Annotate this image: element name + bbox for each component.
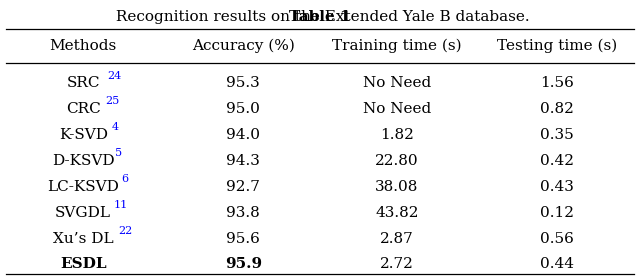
Text: 6: 6 bbox=[122, 174, 129, 184]
Text: Recognition results on the Extended Yale B database.: Recognition results on the Extended Yale… bbox=[111, 10, 529, 24]
Text: 2.72: 2.72 bbox=[380, 257, 413, 271]
Text: 25: 25 bbox=[106, 96, 120, 106]
Text: CRC: CRC bbox=[66, 102, 100, 116]
Text: 22: 22 bbox=[118, 226, 132, 236]
Text: SVGDL: SVGDL bbox=[55, 206, 111, 220]
Text: 95.3: 95.3 bbox=[227, 76, 260, 90]
Text: 0.44: 0.44 bbox=[540, 257, 574, 271]
Text: 0.43: 0.43 bbox=[540, 180, 573, 194]
Text: SRC: SRC bbox=[67, 76, 100, 90]
Text: Table 1: Table 1 bbox=[289, 10, 351, 24]
Text: D-KSVD: D-KSVD bbox=[52, 154, 115, 168]
Text: Testing time (s): Testing time (s) bbox=[497, 39, 617, 53]
Text: 92.7: 92.7 bbox=[227, 180, 260, 194]
Text: Xu’s DL: Xu’s DL bbox=[53, 232, 113, 245]
Text: 1.82: 1.82 bbox=[380, 128, 413, 142]
Text: Training time (s): Training time (s) bbox=[332, 39, 461, 53]
Text: 0.35: 0.35 bbox=[540, 128, 573, 142]
Text: 43.82: 43.82 bbox=[375, 206, 419, 220]
Text: 95.9: 95.9 bbox=[225, 257, 262, 271]
Text: 11: 11 bbox=[114, 200, 128, 210]
Text: 95.0: 95.0 bbox=[227, 102, 260, 116]
Text: 1.56: 1.56 bbox=[540, 76, 573, 90]
Text: ESDL: ESDL bbox=[60, 257, 106, 271]
Text: K-SVD: K-SVD bbox=[59, 128, 108, 142]
Text: No Need: No Need bbox=[363, 102, 431, 116]
Text: 5: 5 bbox=[115, 148, 122, 158]
Text: 38.08: 38.08 bbox=[375, 180, 419, 194]
Text: 93.8: 93.8 bbox=[227, 206, 260, 220]
Text: 4: 4 bbox=[111, 122, 118, 132]
Text: Methods: Methods bbox=[49, 39, 117, 53]
Text: 22.80: 22.80 bbox=[375, 154, 419, 168]
Text: 94.3: 94.3 bbox=[227, 154, 260, 168]
Text: LC-KSVD: LC-KSVD bbox=[47, 180, 119, 194]
Text: 0.12: 0.12 bbox=[540, 206, 574, 220]
Text: No Need: No Need bbox=[363, 76, 431, 90]
Text: 2.87: 2.87 bbox=[380, 232, 413, 245]
Text: 95.6: 95.6 bbox=[227, 232, 260, 245]
Text: 24: 24 bbox=[108, 71, 122, 81]
Text: 0.56: 0.56 bbox=[540, 232, 573, 245]
Text: Accuracy (%): Accuracy (%) bbox=[192, 39, 294, 53]
Text: 0.42: 0.42 bbox=[540, 154, 574, 168]
Text: 94.0: 94.0 bbox=[226, 128, 260, 142]
Text: 0.82: 0.82 bbox=[540, 102, 573, 116]
